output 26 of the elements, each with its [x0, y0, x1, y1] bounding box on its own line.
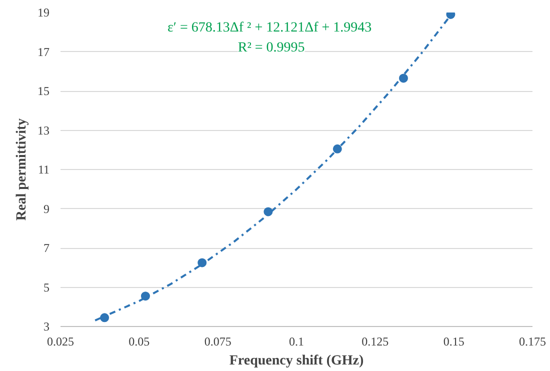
- x-tick-label: 0.025: [47, 334, 74, 348]
- point: [332, 144, 342, 154]
- point: [398, 74, 408, 83]
- y-tick-label: 15: [38, 84, 50, 98]
- y-tick-label: 5: [44, 280, 50, 294]
- y-tick-label: 3: [44, 320, 50, 334]
- x-tick-label: 0.075: [204, 334, 232, 348]
- y-tick-label: 17: [38, 44, 50, 59]
- point: [198, 258, 207, 268]
- y-tick-label: 11: [38, 162, 50, 176]
- y-axis-title: Real permittivity: [14, 118, 30, 221]
- x-tick-label: 0.05: [128, 334, 150, 348]
- y-tick-label: 13: [38, 123, 50, 138]
- x-tick-label: 0.1: [289, 334, 304, 348]
- y-tick-label: 7: [44, 241, 50, 255]
- point: [264, 207, 273, 216]
- point: [100, 313, 110, 322]
- y-tick-label: 19: [38, 6, 50, 20]
- y-tick-label: 9: [44, 202, 50, 216]
- x-tick-label: 0.175: [519, 334, 546, 348]
- point: [140, 292, 150, 301]
- annotation: ε′ = 678.13Δf ² + 12.121Δf + 1.9943: [168, 20, 372, 36]
- x-tick-label: 0.15: [443, 334, 464, 348]
- annotation: R² = 0.9995: [238, 40, 305, 56]
- x-axis-title: Frequency shift (GHz): [229, 354, 364, 368]
- x-tick-label: 0.125: [362, 334, 389, 348]
